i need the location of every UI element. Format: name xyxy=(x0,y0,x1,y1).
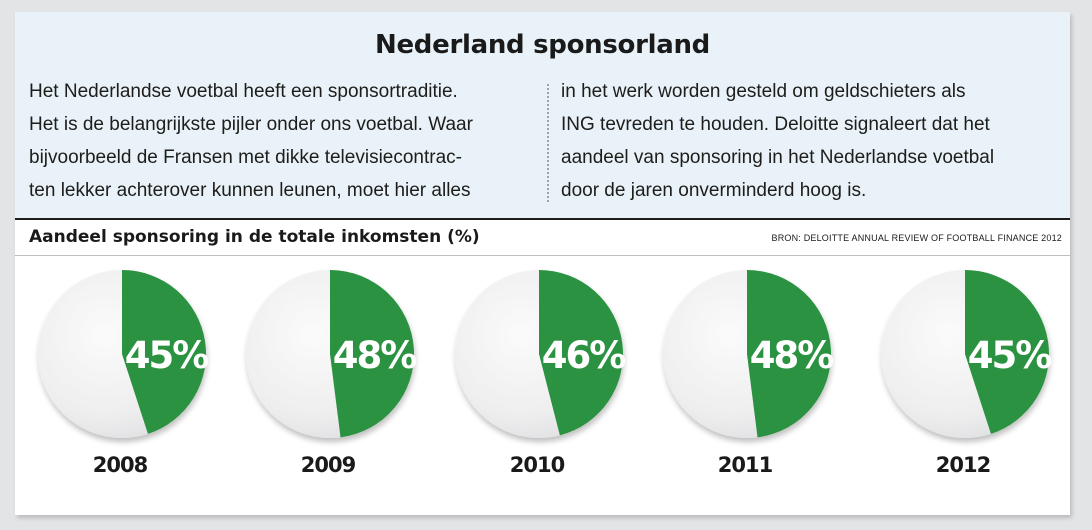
pie-chart-2010: 46% 2010 xyxy=(455,270,627,477)
chart-divider xyxy=(15,255,1070,256)
year-label: 2009 xyxy=(301,453,356,477)
intro-column-left: Het Nederlandse voetbal heeft een sponso… xyxy=(29,75,539,207)
column-divider xyxy=(547,84,549,202)
pie-chart-2011: 48% 2011 xyxy=(663,270,835,477)
infographic-card: Nederland sponsorland Het Nederlandse vo… xyxy=(15,12,1070,515)
intro-panel: Nederland sponsorland Het Nederlandse vo… xyxy=(15,12,1070,220)
chart-source: BRON: DELOITTE ANNUAL REVIEW OF FOOTBALL… xyxy=(771,233,1062,243)
year-label: 2012 xyxy=(936,453,990,477)
intro-line: Het Nederlandse voetbal heeft een sponso… xyxy=(29,81,458,102)
intro-line: in het werk worden gesteld om geldschiet… xyxy=(561,81,966,102)
pie-slice-sponsoring xyxy=(747,270,832,438)
intro-line: Het is de belangrijkste pijler onder ons… xyxy=(29,114,473,135)
pie-chart-2008: 45% 2008 xyxy=(38,270,210,477)
pie-value-label: 48% xyxy=(750,334,833,377)
pie-value-label: 48% xyxy=(333,334,416,377)
pie-slice-sponsoring xyxy=(122,270,207,434)
page-title: Nederland sponsorland xyxy=(375,30,710,60)
intro-line: bijvoorbeeld de Fransen met dikke televi… xyxy=(29,147,462,168)
chart-title: Aandeel sponsoring in de totale inkomste… xyxy=(29,227,480,247)
pie-slice-sponsoring xyxy=(330,270,415,438)
year-label: 2011 xyxy=(718,453,773,477)
year-label: 2010 xyxy=(510,453,565,477)
intro-column-right: in het werk worden gesteld om geldschiet… xyxy=(561,75,1061,207)
intro-line: aandeel van sponsoring in het Nederlands… xyxy=(561,147,995,168)
intro-line: ten lekker achterover kunnen leunen, moe… xyxy=(29,180,471,201)
pie-charts: 45% 2008 48% 2009 46% 2010 48% 2011 45% 2012 xyxy=(38,270,1053,477)
pie-slice-sponsoring xyxy=(539,270,623,436)
pie-value-label: 45% xyxy=(968,334,1051,377)
pie-chart-2012: 45% 2012 xyxy=(881,270,1053,477)
year-label: 2008 xyxy=(93,453,148,477)
pie-value-label: 46% xyxy=(542,334,625,377)
pie-chart-2009: 48% 2009 xyxy=(246,270,418,477)
pie-value-label: 45% xyxy=(125,334,208,377)
pie-slice-sponsoring xyxy=(965,270,1050,434)
intro-line: door de jaren onverminderd hoog is. xyxy=(561,180,867,201)
intro-line: ING tevreden te houden. Deloitte signale… xyxy=(561,114,990,135)
